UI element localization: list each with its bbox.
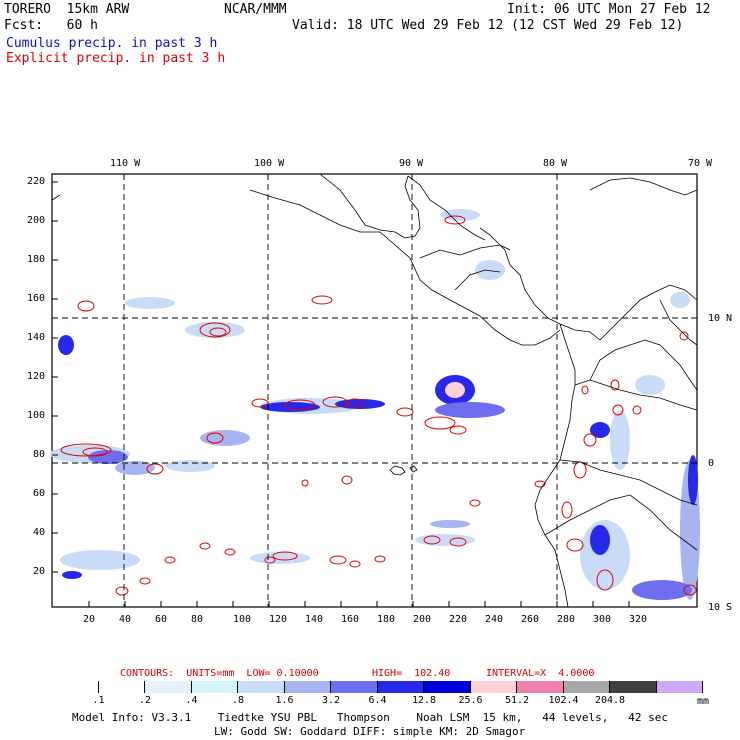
x-tick-label: 260 [521, 614, 540, 625]
colorbar-swatch [52, 681, 99, 693]
x-tick-label: 200 [413, 614, 432, 625]
x-tick-label: 300 [593, 614, 612, 625]
colorbar-label: .1 [92, 695, 105, 706]
y-tick-label: 220 [27, 176, 46, 187]
legend-cumulus: Cumulus precip. in past 3 h [6, 36, 218, 51]
y-tick-label: 100 [27, 410, 46, 421]
x-tick-label: 280 [557, 614, 576, 625]
x-tick-label: 100 [233, 614, 252, 625]
colorbar-swatch [191, 681, 238, 693]
y-tick-label: 40 [33, 527, 46, 538]
x-tick-label: 20 [83, 614, 96, 625]
colorbar-swatch [424, 681, 471, 693]
y-tick-label: 120 [27, 371, 46, 382]
y-tick-label: 160 [27, 293, 46, 304]
x-tick-label: 120 [269, 614, 288, 625]
coastlines [51, 173, 698, 608]
colorbar-label: .8 [231, 695, 245, 706]
colorbar-label: 6.4 [368, 695, 387, 706]
colorbar-swatch [563, 681, 610, 693]
valid-time: Valid: 18 UTC Wed 29 Feb 12 (12 CST Wed … [292, 18, 684, 33]
lat-label-10n: 10 N [708, 313, 733, 324]
x-tick-label: 220 [449, 614, 468, 625]
precip-map [50, 173, 700, 608]
colorbar-swatch [98, 681, 145, 693]
colorbar-label: .4 [185, 695, 198, 706]
lon-label-90w: 90 W [399, 158, 424, 169]
colorbar-swatch [470, 681, 517, 693]
colorbar-label: 3.2 [321, 695, 341, 706]
colorbar-label: 102.4 [548, 695, 579, 706]
x-tick-label: 320 [629, 614, 648, 625]
colorbar-label: 51.2 [504, 695, 530, 706]
y-tick-label: 140 [27, 332, 46, 343]
y-tick-label: 20 [33, 566, 46, 577]
init-time: Init: 06 UTC Mon 27 Feb 12 [507, 2, 711, 17]
colorbar-label: .2 [138, 695, 152, 706]
colorbar-swatch [331, 681, 378, 693]
model-physics: LW: Godd SW: Goddard DIFF: simple KM: 2D… [214, 725, 526, 738]
lat-label-0: 0 [708, 458, 715, 469]
colorbar-label: 12.8 [411, 695, 437, 706]
colorbar-swatch [517, 681, 564, 693]
colorbar-unit: mm [697, 696, 710, 707]
y-tick-label: 60 [33, 488, 46, 499]
explicit-precip-contours [60, 215, 697, 596]
colorbar-swatch [238, 681, 285, 693]
colorbar-label: 204.8 [594, 695, 626, 706]
x-tick-label: 60 [155, 614, 168, 625]
colorbar-swatch [377, 681, 424, 693]
model-title: TORERO 15km ARW [4, 2, 130, 17]
y-tick-label: 180 [27, 254, 46, 265]
colorbar-swatch [284, 681, 331, 693]
colorbar-swatch [656, 681, 703, 693]
contour-high: HIGH= 102.40 [372, 668, 451, 679]
y-tick-label: 200 [27, 215, 46, 226]
axis-tick-marks [52, 174, 698, 608]
colorbar-label: 1.6 [275, 695, 294, 706]
lon-label-70w: 70 W [688, 158, 713, 169]
contour-info: CONTOURS: UNITS=mm LOW= 0.10000 [120, 668, 319, 679]
x-tick-label: 80 [191, 614, 204, 625]
x-tick-label: 240 [485, 614, 504, 625]
colorbar-swatch [145, 681, 192, 693]
org-label: NCAR/MMM [224, 2, 287, 17]
x-tick-label: 160 [341, 614, 360, 625]
cumulus-precip-areas [50, 209, 700, 600]
y-tick-label: 80 [33, 449, 46, 460]
lon-label-110w: 110 W [110, 158, 141, 169]
lat-label-10s: 10 S [708, 602, 733, 613]
legend-explicit: Explicit precip. in past 3 h [6, 51, 226, 66]
x-tick-label: 140 [305, 614, 324, 625]
lon-label-80w: 80 W [543, 158, 568, 169]
colorbar-swatch [610, 681, 657, 693]
contour-interval: INTERVAL=X 4.0000 [486, 668, 595, 679]
model-info: Model Info: V3.3.1 Tiedtke YSU PBL Thomp… [72, 711, 669, 724]
colorbar-label: 25.6 [458, 695, 483, 706]
latlon-grid [52, 174, 697, 607]
lon-label-100w: 100 W [254, 158, 285, 169]
x-tick-label: 180 [377, 614, 396, 625]
forecast-hour: Fcst: 60 h [4, 18, 98, 33]
x-tick-label: 40 [119, 614, 132, 625]
